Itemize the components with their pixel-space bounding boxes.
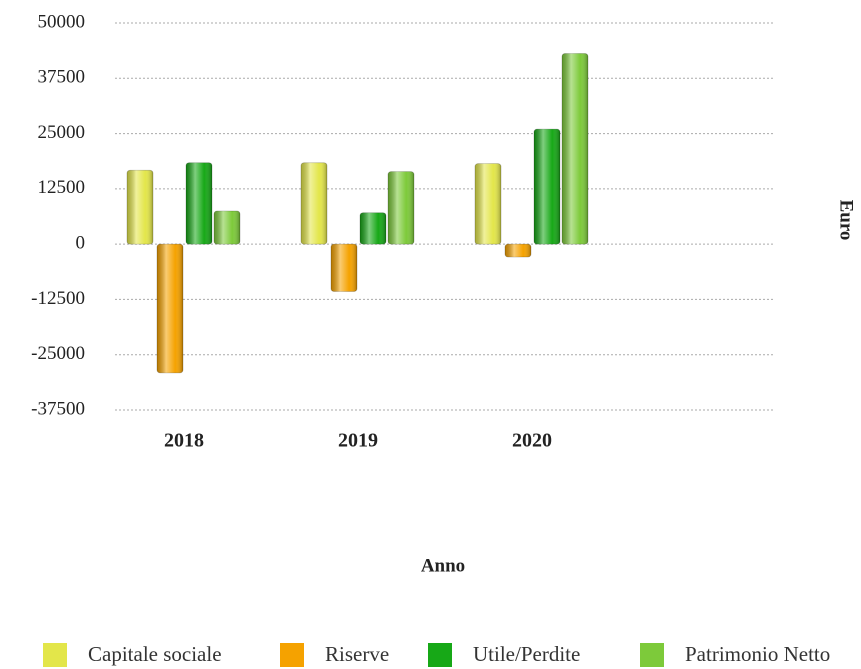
bar-shine	[388, 171, 414, 245]
bar-shine	[214, 210, 240, 245]
legend-label: Capitale sociale	[88, 642, 222, 666]
x-tick-label: 2020	[512, 430, 552, 452]
y-tick-label: 12500	[38, 177, 86, 198]
bar-shine	[331, 244, 357, 292]
bar-shine	[562, 53, 588, 245]
y-tick-label: 50000	[38, 11, 86, 32]
legend-swatch	[640, 643, 664, 667]
legend-label: Patrimonio Netto	[685, 642, 830, 666]
y-tick-label: 0	[76, 233, 86, 254]
y-tick-label: -37500	[31, 398, 85, 419]
y-tick-label: -25000	[31, 343, 85, 364]
bar-shine	[127, 170, 153, 245]
bar-shine	[157, 244, 183, 373]
legend-swatch	[280, 643, 304, 667]
x-axis-title: Anno	[421, 555, 465, 576]
bar-shine	[534, 129, 560, 245]
x-tick-label: 2018	[164, 430, 204, 452]
bar-shine	[505, 244, 531, 257]
bar-shine	[186, 162, 212, 245]
y-axis-title: Euro	[836, 200, 857, 241]
y-tick-label: 37500	[38, 67, 86, 88]
y-tick-label: 25000	[38, 122, 86, 143]
x-tick-label: 2019	[338, 430, 378, 452]
y-tick-label: -12500	[31, 288, 85, 309]
legend-swatch	[428, 643, 452, 667]
bar-shine	[301, 162, 327, 245]
legend-label: Riserve	[325, 642, 389, 666]
legend-swatch	[43, 643, 67, 667]
bar-shine	[360, 212, 386, 245]
bar-shine	[475, 163, 501, 245]
legend-label: Utile/Perdite	[473, 642, 580, 666]
